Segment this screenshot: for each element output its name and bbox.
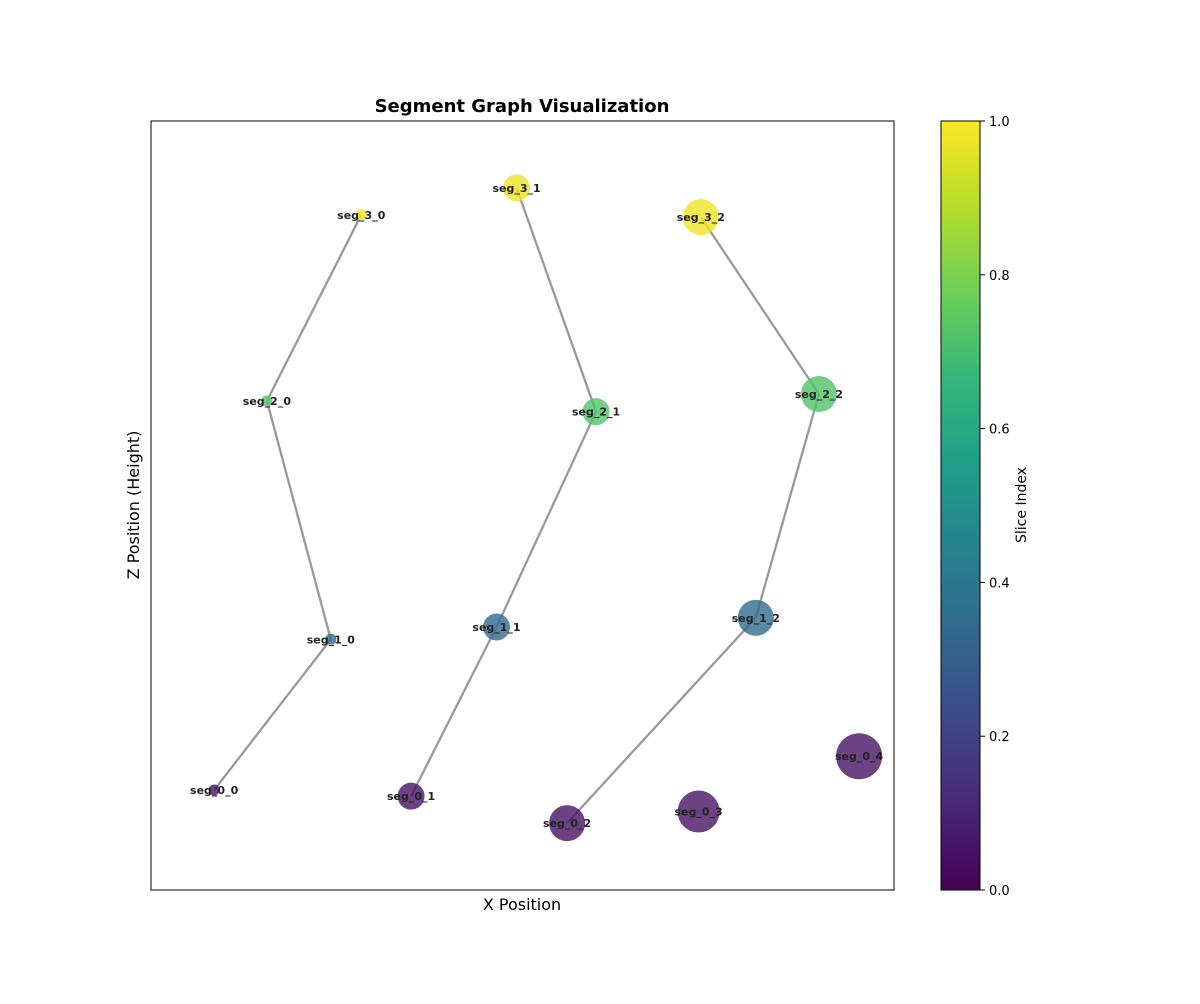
node-seg_3_1	[503, 174, 531, 202]
colorbar-tick-label: 0.2	[989, 730, 1010, 745]
node-label-seg_2_0: seg_2_0	[243, 395, 292, 408]
node-seg_2_0	[261, 395, 273, 407]
colorbar	[940, 120, 981, 891]
node-label-seg_1_1: seg_1_1	[472, 621, 520, 634]
colorbar-tick-label: 0.0	[989, 884, 1010, 899]
edge-seg_0_0-seg_1_0	[213, 638, 332, 791]
node-seg_2_1	[582, 398, 610, 426]
node-seg_0_2	[549, 805, 586, 842]
colorbar-tick-label: 0.4	[989, 576, 1010, 591]
node-seg_1_2	[737, 599, 774, 636]
edge-seg_2_2-seg_3_2	[699, 216, 820, 395]
node-label-seg_0_2: seg_0_2	[543, 817, 591, 830]
node-seg_0_4	[836, 733, 883, 780]
edge-seg_1_1-seg_2_1	[495, 411, 598, 628]
y-axis-label: Z Position (Height)	[124, 431, 143, 580]
colorbar-label: Slice Index	[1014, 467, 1030, 543]
node-seg_3_0	[355, 209, 367, 221]
edge-seg_2_0-seg_3_0	[265, 214, 363, 402]
node-label-seg_2_1: seg_2_1	[572, 406, 620, 419]
nodes-layer	[208, 174, 883, 842]
edge-seg_0_1-seg_1_1	[410, 626, 498, 797]
colorbar-tick-label: 0.8	[989, 269, 1010, 284]
plot-frame	[150, 120, 895, 891]
x-axis-label: X Position	[483, 895, 561, 914]
colorbar-ticks: 0.0 0.2 0.4 0.6 0.8 1.0	[980, 115, 1010, 899]
edges-layer	[213, 187, 821, 824]
node-seg_2_2	[800, 375, 837, 412]
chart-title: Segment Graph Visualization	[375, 96, 670, 117]
colorbar-tick-label: 1.0	[989, 115, 1010, 130]
edge-seg_2_1-seg_3_1	[515, 187, 598, 413]
node-label-seg_0_0: seg_0_0	[190, 784, 239, 797]
node-label-seg_3_1: seg_3_1	[492, 182, 540, 195]
node-label-seg_0_4: seg_0_4	[835, 750, 884, 763]
edge-seg_0_2-seg_1_2	[566, 616, 757, 824]
edge-seg_1_0-seg_2_0	[265, 400, 332, 640]
node-label-seg_1_0: seg_1_0	[307, 633, 356, 646]
node-seg_1_1	[482, 613, 510, 641]
labels-layer: seg_0_0 seg_0_1 seg_0_2 seg_0_3 seg_0_4 seg_1…	[190, 182, 883, 830]
node-label-seg_0_1: seg_0_1	[387, 790, 435, 803]
node-label-seg_0_3: seg_0_3	[674, 806, 722, 819]
node-label-seg_2_2: seg_2_2	[795, 388, 843, 401]
node-seg_0_0	[208, 784, 220, 796]
node-label-seg_3_0: seg_3_0	[337, 209, 386, 222]
node-label-seg_1_2: seg_1_2	[732, 612, 780, 625]
edge-seg_1_2-seg_2_2	[754, 393, 821, 619]
node-seg_1_0	[325, 633, 337, 645]
node-seg_3_2	[682, 199, 719, 236]
node-label-seg_3_2: seg_3_2	[677, 211, 725, 224]
node-seg_0_3	[677, 790, 720, 833]
colorbar-tick-label: 0.6	[989, 423, 1010, 438]
node-seg_0_1	[397, 782, 425, 810]
